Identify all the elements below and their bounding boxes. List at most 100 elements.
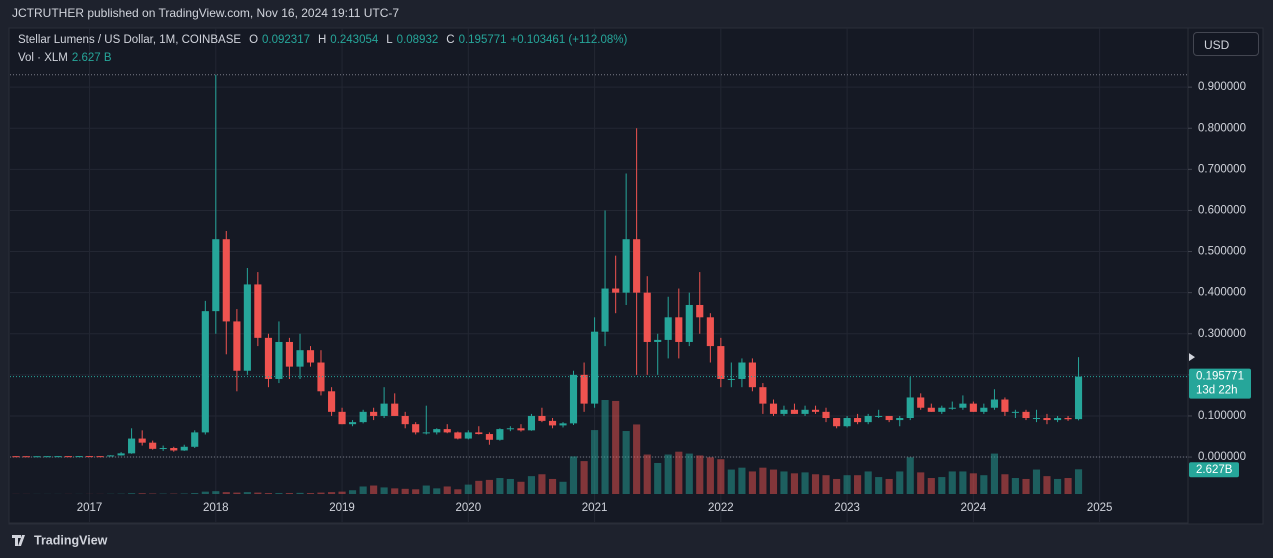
volume-bar xyxy=(569,456,578,494)
x-tick-label: 2018 xyxy=(203,502,229,514)
volume-bar xyxy=(475,480,483,494)
candle-body xyxy=(527,415,536,431)
volume-bar xyxy=(633,424,641,494)
volume-bar xyxy=(948,471,956,494)
volume-bar xyxy=(401,488,409,494)
volume-bar xyxy=(727,469,735,494)
candle-body xyxy=(401,415,409,425)
countdown: 13d 22h xyxy=(1196,385,1238,397)
candle-body xyxy=(1032,418,1041,420)
candle-body xyxy=(906,397,914,419)
candle-body xyxy=(780,409,788,414)
candle-body xyxy=(801,409,809,414)
volume-bar xyxy=(527,476,536,494)
volume-bar xyxy=(885,478,893,494)
price-badge-label: 0.195771 xyxy=(1196,371,1244,383)
volume-bar xyxy=(559,481,567,494)
candle-body xyxy=(75,456,83,458)
candle-body xyxy=(959,403,967,408)
candle-body xyxy=(422,432,430,434)
symbol: Stellar Lumens / US Dollar, 1M, COINBASE xyxy=(18,34,242,46)
x-tick-label: 2022 xyxy=(708,502,734,514)
volume-bar xyxy=(422,485,430,494)
volume-bar xyxy=(601,400,609,494)
c-label: C xyxy=(446,34,455,46)
candle-body xyxy=(738,362,746,379)
volume-bar xyxy=(843,475,851,494)
volume-bar xyxy=(1032,469,1041,494)
candle-body xyxy=(559,423,567,426)
candle-body xyxy=(717,346,725,379)
volume-bar xyxy=(696,455,704,494)
volume-bar xyxy=(338,491,346,494)
volume-bar xyxy=(790,473,799,494)
volume-bar xyxy=(454,489,462,494)
candle-body xyxy=(580,374,588,404)
candle-body xyxy=(22,456,30,458)
volume-bar xyxy=(380,487,388,494)
candle-body xyxy=(927,407,935,412)
candle-body xyxy=(380,403,388,416)
candle-body xyxy=(485,434,493,440)
y-tick-label: 0.700000 xyxy=(1198,163,1246,175)
candle-body xyxy=(359,411,367,423)
o-label: O xyxy=(249,34,259,46)
candle-body xyxy=(896,418,904,421)
volume-bar xyxy=(1064,478,1072,494)
candle-body xyxy=(875,415,883,417)
candle-body xyxy=(822,411,830,419)
candle-body xyxy=(1054,418,1062,421)
volume-bar xyxy=(296,492,304,494)
candle-body xyxy=(664,317,672,340)
candle-body xyxy=(275,341,283,379)
x-tick-label: 2021 xyxy=(582,502,608,514)
candle-body xyxy=(264,337,273,379)
candle-body xyxy=(43,456,52,458)
candle-body xyxy=(811,409,820,412)
volume-bar xyxy=(370,485,378,494)
candle-body xyxy=(338,411,346,425)
volume-bar xyxy=(138,493,146,494)
volume-bar xyxy=(412,489,420,494)
candle-body xyxy=(496,429,504,440)
volume-bar xyxy=(969,473,977,494)
volume-bar xyxy=(359,486,367,494)
l-value: 0.08932 xyxy=(396,34,439,46)
candle-body xyxy=(843,418,851,427)
candle-body xyxy=(370,411,378,416)
currency-button[interactable]: USD xyxy=(1193,32,1259,56)
candle-body xyxy=(159,448,167,450)
volume-bar xyxy=(191,493,199,494)
change: +0.103461 (+112.08%) xyxy=(510,34,628,46)
y-tick-label: 0.300000 xyxy=(1198,328,1246,340)
volume-bar xyxy=(706,457,714,494)
volume-bar xyxy=(664,454,672,494)
volume-bar xyxy=(517,481,525,494)
candle-body xyxy=(222,239,230,322)
legend-row: Stellar Lumens / US Dollar, 1M, COINBASE… xyxy=(18,34,627,46)
volume-bar xyxy=(548,478,557,494)
candle-body xyxy=(917,397,925,408)
y-tick-label: 0.800000 xyxy=(1198,122,1246,134)
o-value: 0.092317 xyxy=(262,34,310,46)
candle-body xyxy=(854,418,862,423)
volume-bar xyxy=(1054,478,1062,494)
candle-body xyxy=(675,317,683,342)
volume-value: 2.627 B xyxy=(71,52,112,64)
candle-body xyxy=(1022,411,1030,419)
volume-bar xyxy=(348,490,357,494)
volume-bar xyxy=(464,484,472,494)
candle-body xyxy=(790,409,799,414)
volume-bar xyxy=(643,454,651,494)
candle-body xyxy=(464,432,472,439)
volume-bar xyxy=(580,461,588,494)
candle-body xyxy=(612,288,620,293)
volume-bar xyxy=(222,492,230,494)
candle-body xyxy=(306,350,315,363)
candle-body xyxy=(1001,399,1009,412)
candle-body xyxy=(759,387,767,404)
volume-bar xyxy=(896,471,904,494)
candle-body xyxy=(685,304,693,342)
candle-body xyxy=(128,438,136,454)
